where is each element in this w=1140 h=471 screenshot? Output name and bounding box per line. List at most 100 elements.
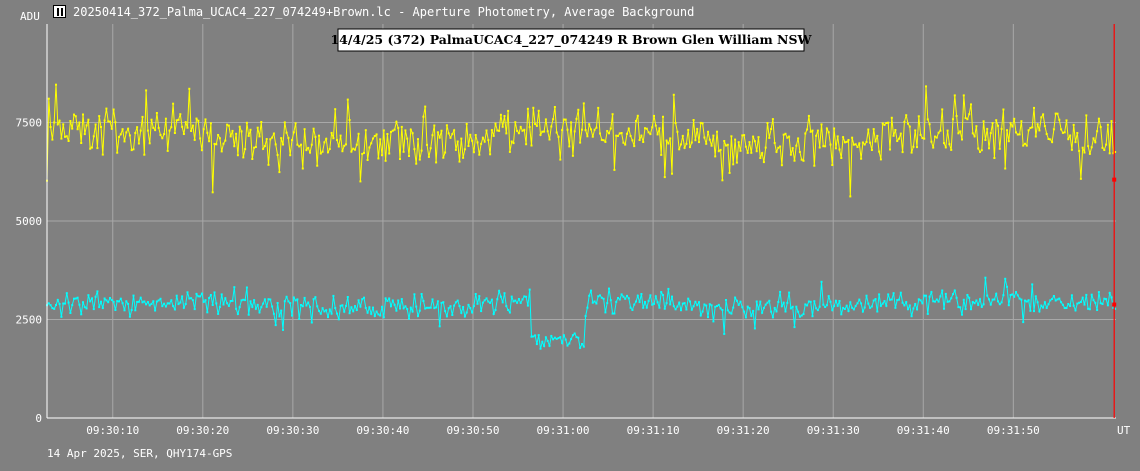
comparison-point [608, 287, 610, 290]
target-point [350, 150, 353, 153]
target-point [1006, 129, 1008, 132]
target-point [496, 129, 499, 132]
comparison-point [728, 311, 731, 314]
comparison-point [343, 310, 346, 313]
comparison-point [510, 295, 513, 298]
target-point [644, 127, 646, 130]
target-point [975, 125, 978, 128]
target-point [1081, 146, 1084, 149]
target-point [478, 153, 481, 156]
target-point [78, 121, 81, 124]
comparison-point [209, 294, 212, 296]
comparison-point [833, 305, 836, 308]
target-point [1070, 148, 1073, 151]
target-point [934, 135, 936, 138]
comparison-point [60, 315, 63, 318]
target-point [606, 130, 609, 132]
target-point [1072, 123, 1075, 126]
target-point [236, 154, 239, 157]
comparison-point [806, 304, 809, 307]
target-point [382, 129, 385, 132]
target-point [701, 122, 704, 125]
target-point [258, 135, 261, 138]
target-point [739, 149, 742, 152]
comparison-point [881, 302, 884, 305]
comparison-point [456, 299, 459, 302]
comparison-point [991, 298, 994, 301]
comparison-point [49, 304, 52, 307]
comparison-point [717, 303, 720, 306]
comparison-point [269, 298, 272, 301]
target-point [658, 127, 661, 130]
target-point [330, 131, 333, 134]
comparison-point [197, 295, 200, 298]
comparison-point [519, 301, 522, 304]
comparison-point [163, 302, 166, 305]
target-point [528, 126, 531, 129]
target-point [573, 130, 576, 133]
comparison-point [1006, 285, 1008, 288]
comparison-point [986, 294, 989, 297]
comparison-point [847, 310, 850, 312]
comparison-point [809, 300, 812, 303]
target-point [510, 140, 513, 143]
target-point [316, 164, 319, 167]
comparison-point [1110, 296, 1113, 299]
comparison-point [247, 313, 250, 316]
target-point [802, 159, 805, 162]
target-point [1009, 122, 1012, 125]
comparison-point [908, 304, 911, 307]
comparison-point [67, 301, 70, 304]
target-point [433, 124, 436, 127]
comparison-point [415, 305, 418, 308]
comparison-point [640, 293, 643, 295]
target-point [800, 158, 803, 161]
comparison-point [161, 305, 164, 308]
comparison-point [1088, 308, 1091, 311]
comparison-point [229, 300, 232, 302]
comparison-point [725, 299, 727, 301]
comparison-point [476, 302, 479, 305]
comparison-point [1054, 299, 1057, 302]
target-point [759, 157, 762, 159]
target-point [789, 153, 792, 156]
target-point [307, 146, 310, 149]
comparison-point [399, 307, 401, 310]
comparison-point [813, 300, 816, 303]
target-point [132, 148, 135, 151]
target-point [591, 135, 594, 138]
comparison-point [235, 307, 238, 310]
comparison-point [784, 310, 787, 313]
comparison-point [903, 304, 906, 307]
comparison-point [483, 299, 486, 302]
comparison-point [979, 298, 981, 301]
target-point [1029, 127, 1032, 129]
target-point [917, 115, 920, 118]
comparison-point [444, 310, 447, 313]
target-point [474, 134, 477, 136]
comparison-point [743, 310, 746, 313]
comparison-point [494, 309, 497, 311]
comparison-point [735, 299, 738, 302]
comparison-point [1013, 295, 1016, 298]
target-point [363, 151, 365, 154]
comparison-point [271, 305, 274, 308]
comparison-point [708, 303, 711, 306]
comparison-point [141, 301, 144, 304]
comparison-point [321, 307, 324, 310]
comparison-point [474, 293, 477, 295]
comparison-point [231, 299, 234, 302]
comparison-point [402, 307, 405, 310]
target-point [92, 135, 95, 138]
app-icon[interactable] [53, 5, 66, 18]
target-point [631, 139, 634, 142]
comparison-point [993, 298, 996, 301]
comparison-point [770, 310, 773, 313]
comparison-point [103, 297, 106, 300]
target-point [719, 148, 722, 151]
comparison-point [76, 296, 79, 299]
comparison-point [96, 290, 99, 293]
time-cursor[interactable] [1112, 24, 1117, 418]
comparison-point [804, 303, 807, 306]
